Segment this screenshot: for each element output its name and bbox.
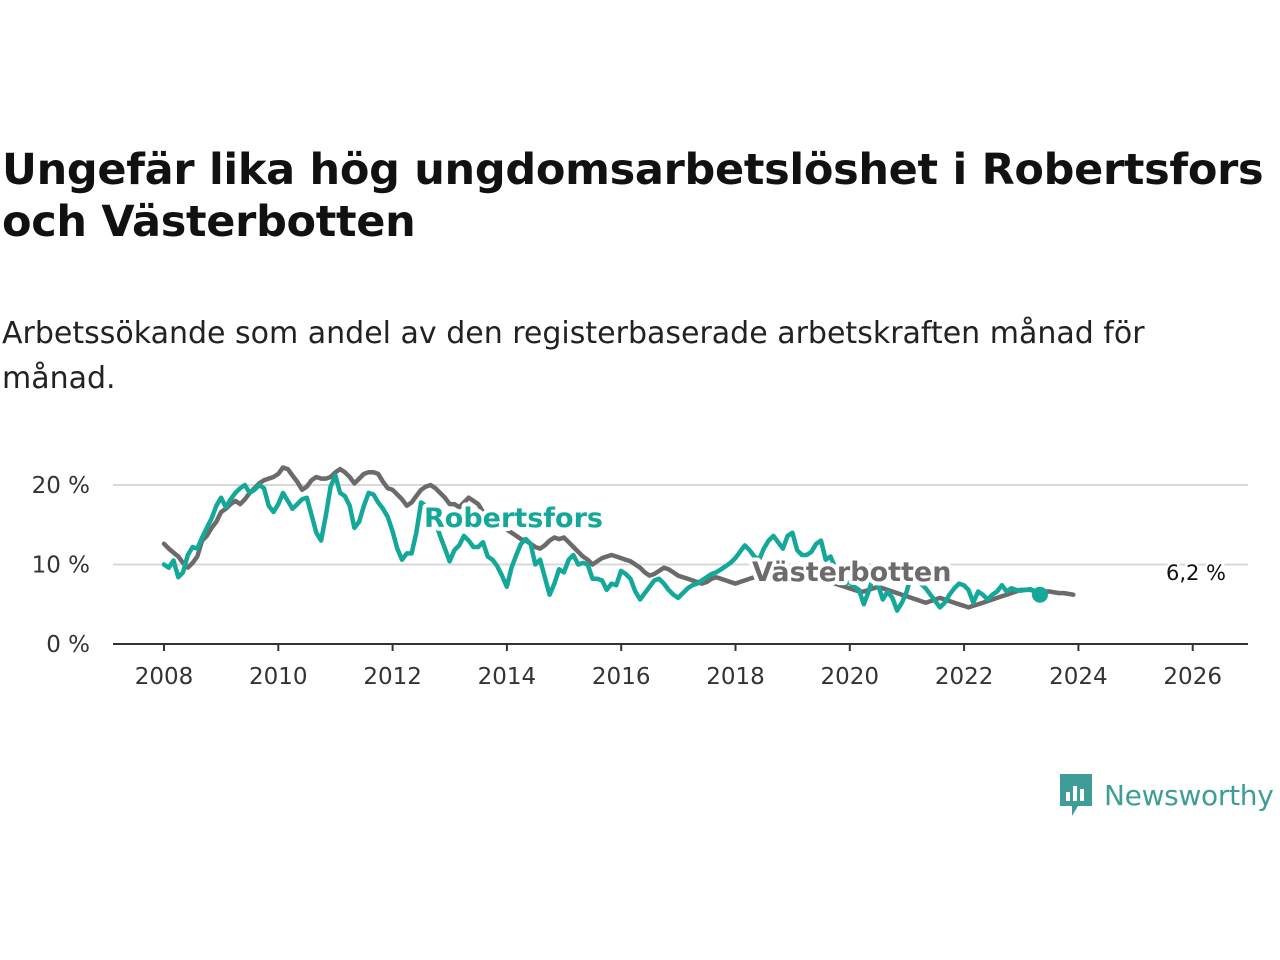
x-tick-label: 2018 <box>706 664 765 690</box>
series-line-v-sterbotten <box>161 465 1076 610</box>
y-tick-label: 0 % <box>46 632 90 658</box>
line-chart: 0 % 10 % 20 % 2008 2010 2012 2014 2016 2018 2020… <box>32 465 1248 690</box>
x-tick-label: 2022 <box>935 664 994 690</box>
brand-name: Newsworthy <box>1104 778 1274 812</box>
series-label-robertsfors: Robertsfors <box>424 503 603 534</box>
gridlines <box>113 484 1248 566</box>
x-tick-label: 2008 <box>135 664 194 690</box>
y-tick-label: 10 % <box>32 553 90 579</box>
series-lines <box>161 465 1076 613</box>
end-value-label: 6,2 % <box>1166 561 1226 585</box>
newsworthy-logo: Newsworthy <box>1058 772 1274 818</box>
series-line-robertsfors <box>161 473 1043 613</box>
y-tick-label: 20 % <box>32 473 90 499</box>
x-tick-label: 2012 <box>363 664 422 690</box>
end-point-marker <box>1031 586 1048 603</box>
x-tick-label: 2014 <box>478 664 537 690</box>
x-tick-label: 2010 <box>249 664 308 690</box>
series-labels: Robertsfors Västerbotten 6,2 % <box>420 499 1229 592</box>
x-axis: 2008 2010 2012 2014 2016 2018 2020 2022 2024 2026 <box>113 643 1248 690</box>
y-axis-ticks: 0 % 10 % 20 % <box>32 473 90 658</box>
series-label-vasterbotten: Västerbotten <box>752 557 951 588</box>
chart-subtitle: Arbetssökande som andel av den registerb… <box>2 316 1145 396</box>
x-tick-label: 2020 <box>821 664 880 690</box>
x-tick-label: 2026 <box>1163 664 1222 690</box>
bar-chart-speech-bubble-icon <box>1060 774 1092 816</box>
x-tick-label: 2024 <box>1049 664 1108 690</box>
chart-title: Ungefär lika hög ungdomsarbetslöshet i R… <box>2 145 1264 247</box>
x-tick-label: 2016 <box>592 664 651 690</box>
